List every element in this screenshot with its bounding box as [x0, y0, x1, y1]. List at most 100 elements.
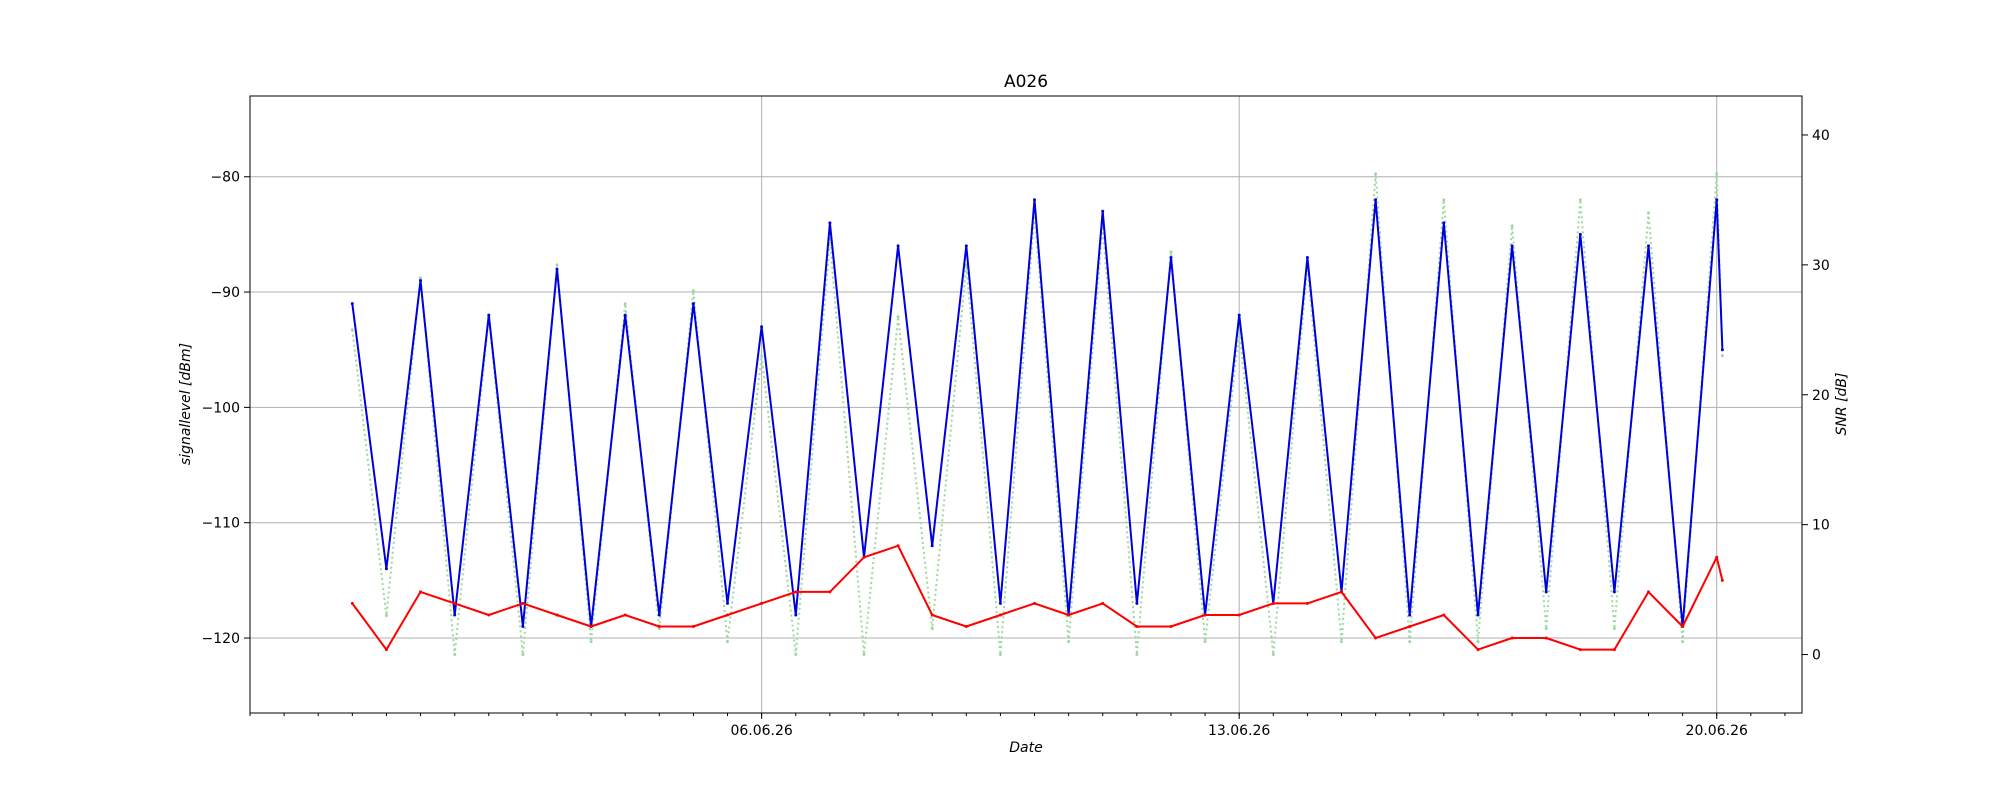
signal-data-point: [1612, 590, 1616, 594]
snr-data-point: [1681, 640, 1685, 644]
signal-data-point: [760, 325, 764, 329]
snr-data-point: [555, 263, 559, 267]
snr-data-point: [1510, 224, 1514, 228]
signal-data-point: [1135, 601, 1139, 605]
snr-data-point: [1720, 354, 1724, 358]
signal-data-point: [487, 313, 491, 317]
right-y-tick-label: 20: [1812, 388, 1830, 404]
signal-data-point: [1715, 198, 1719, 202]
signal-data-point: [726, 601, 729, 605]
signal-data-point: [521, 625, 525, 628]
signal-data-point: [1647, 244, 1650, 248]
snr-data-point: [419, 276, 422, 280]
noise-data-point: [384, 648, 388, 652]
noise-data-point: [760, 601, 764, 605]
noise-data-point: [521, 601, 525, 605]
noise-data-point: [1408, 625, 1412, 628]
right-y-tick-label: 30: [1812, 258, 1830, 274]
snr-data-point: [1203, 640, 1207, 644]
snr-data-point: [1476, 640, 1480, 644]
snr-data-point: [589, 640, 593, 644]
snr-data-point: [998, 653, 1002, 656]
snr-series-line: [351, 172, 1724, 656]
snr-data-point: [657, 627, 661, 631]
noise-data-point: [1135, 625, 1139, 628]
x-tick-label: 13.06.26: [1208, 723, 1270, 739]
noise-data-point: [862, 555, 866, 559]
signal-data-point: [555, 267, 559, 271]
snr-data-point: [1715, 172, 1719, 176]
snr-data-point: [862, 653, 866, 656]
signal-data-point: [828, 221, 832, 225]
snr-data-point: [760, 354, 764, 358]
noise-data-point: [1681, 625, 1685, 628]
noise-data-point: [589, 625, 593, 628]
signal-data-point: [1510, 244, 1514, 248]
noise-data-point: [691, 625, 695, 628]
noise-data-point: [1101, 601, 1105, 605]
signal-data-point: [623, 313, 627, 317]
signal-data-point: [384, 567, 388, 571]
noise-data-point: [726, 613, 729, 617]
noise-data-point: [1340, 590, 1343, 594]
signal-data-point: [657, 613, 661, 617]
noise-data-point: [1544, 636, 1548, 640]
signal-data-point: [1101, 209, 1105, 213]
signal-data-point: [930, 544, 934, 548]
noise-data-point: [1578, 648, 1582, 652]
chart-title: A026: [1004, 72, 1048, 92]
snr-data-point: [691, 289, 695, 293]
snr-data-point: [350, 328, 354, 332]
right-y-tick-label: 0: [1812, 648, 1821, 664]
snr-data-point: [930, 627, 934, 631]
left-y-tick-label: −120: [202, 631, 240, 647]
snr-data-point: [623, 302, 627, 306]
signal-data-point: [1169, 256, 1173, 259]
signal-data-point: [419, 279, 422, 282]
noise-data-point: [419, 590, 422, 594]
snr-data-point: [794, 653, 798, 656]
signal-data-point: [1544, 590, 1548, 594]
x-axis-label: Date: [1009, 740, 1042, 756]
left-y-tick-label: −100: [202, 400, 240, 416]
snr-data-point: [384, 614, 388, 618]
signal-data-point: [896, 244, 900, 248]
signal-data-point: [1578, 232, 1582, 236]
snr-data-point: [896, 315, 900, 319]
snr-data-point: [1340, 640, 1343, 644]
noise-data-point: [998, 613, 1002, 617]
left-y-tick-label: −110: [202, 516, 240, 532]
snr-data-point: [1578, 198, 1582, 202]
snr-data-point: [726, 640, 729, 644]
snr-data-point: [1169, 250, 1173, 254]
noise-data-point: [1305, 601, 1309, 605]
noise-data-point: [1510, 636, 1514, 640]
noise-data-point: [1476, 648, 1480, 652]
signal-data-point: [1408, 613, 1412, 617]
signal-data-point: [794, 613, 798, 617]
noise-data-point: [623, 613, 627, 617]
signal-data-point: [1237, 313, 1241, 317]
snr-data-point: [1544, 627, 1548, 631]
snr-data-point: [1647, 211, 1650, 215]
snr-data-point: [1408, 640, 1412, 644]
signal-data-point: [691, 302, 695, 306]
noise-data-point: [1033, 601, 1036, 605]
snr-data-point: [1374, 172, 1378, 176]
signal-data-point: [453, 613, 457, 617]
noise-data-point: [453, 601, 457, 605]
noise-data-point: [1169, 625, 1173, 628]
x-tick-label: 06.06.26: [730, 723, 792, 739]
noise-data-point: [1715, 555, 1719, 559]
signal-data-point: [1442, 221, 1446, 225]
noise-data-point: [1720, 578, 1724, 582]
left-y-axis-label: signallevel [dBm]: [178, 343, 194, 465]
noise-data-point: [794, 590, 798, 594]
left-y-tick-label: −80: [210, 170, 240, 186]
snr-data-point: [1135, 653, 1139, 656]
signal-data-point: [1476, 613, 1480, 617]
axis-ticks: 06.06.26 13.06.26 20.06.26 −120 −110 −100 −90 −…: [202, 128, 1830, 739]
noise-data-point: [1067, 613, 1071, 617]
